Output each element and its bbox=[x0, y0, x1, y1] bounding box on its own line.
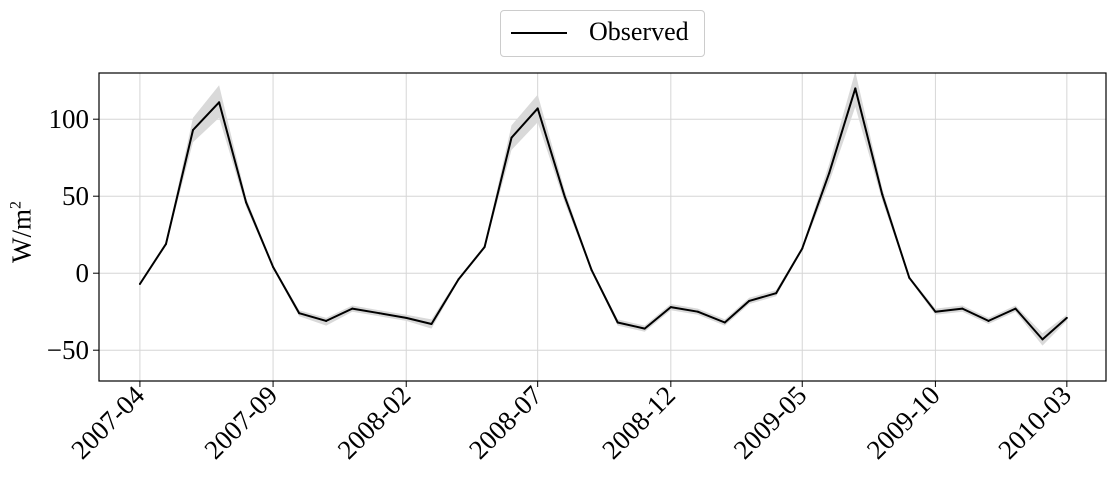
data-point bbox=[1014, 307, 1017, 310]
data-point bbox=[457, 278, 460, 281]
data-point bbox=[616, 321, 619, 324]
data-point bbox=[828, 172, 831, 175]
data-point bbox=[987, 319, 990, 322]
data-point bbox=[775, 292, 778, 295]
data-point bbox=[590, 269, 593, 272]
x-tick-label: 2009-10 bbox=[861, 380, 946, 465]
data-point bbox=[669, 306, 672, 309]
data-point bbox=[378, 312, 381, 315]
data-point bbox=[536, 107, 539, 110]
y-tick-label: 0 bbox=[76, 258, 90, 288]
y-tick-label: 50 bbox=[62, 181, 89, 211]
data-point bbox=[272, 266, 275, 269]
uncertainty-band bbox=[139, 71, 1067, 346]
data-point bbox=[218, 101, 221, 104]
data-point bbox=[563, 195, 566, 198]
data-point bbox=[351, 307, 354, 310]
y-axis-label-text: W/m bbox=[6, 209, 37, 263]
legend-line-swatch bbox=[511, 32, 567, 34]
plot-frame bbox=[98, 72, 1107, 382]
data-point bbox=[165, 242, 168, 245]
y-axis-label-superscript: 2 bbox=[7, 201, 25, 209]
grid-lines bbox=[99, 73, 1106, 381]
series-lines bbox=[138, 87, 1068, 341]
x-tick-label: 2010-03 bbox=[992, 380, 1077, 465]
x-tick-label: 2008-07 bbox=[463, 380, 548, 465]
data-point bbox=[696, 310, 699, 313]
data-point bbox=[298, 312, 301, 315]
data-point bbox=[430, 323, 433, 326]
x-tick-label: 2007-04 bbox=[65, 380, 150, 465]
data-point bbox=[801, 247, 804, 250]
data-point bbox=[325, 319, 328, 322]
data-point bbox=[191, 128, 194, 131]
data-point bbox=[934, 310, 937, 313]
data-point bbox=[138, 282, 141, 285]
x-tick-label: 2009-05 bbox=[728, 380, 813, 465]
legend-label-observed: Observed bbox=[589, 17, 689, 46]
data-point bbox=[723, 321, 726, 324]
y-axis: −50 0 50 100 bbox=[47, 104, 99, 365]
x-tick-label: 2007-09 bbox=[198, 380, 283, 465]
data-point bbox=[961, 307, 964, 310]
series-line-observed bbox=[139, 87, 1068, 341]
data-point bbox=[881, 193, 884, 196]
data-point bbox=[643, 327, 646, 330]
data-point bbox=[908, 276, 911, 279]
data-point bbox=[510, 136, 513, 139]
legend: Observed bbox=[500, 10, 705, 57]
y-axis-label: W/m2 bbox=[7, 201, 38, 263]
band-observed bbox=[139, 71, 1067, 346]
data-point bbox=[405, 316, 408, 319]
data-point bbox=[854, 87, 857, 90]
y-tick-label: 100 bbox=[49, 104, 90, 134]
data-point bbox=[483, 246, 486, 249]
x-tick-label: 2008-02 bbox=[332, 380, 417, 465]
x-axis: 2007-04 2007-09 2008-02 2008-07 2008-12 2009-… bbox=[65, 380, 1077, 465]
y-tick-label: −50 bbox=[47, 335, 89, 365]
x-tick-label: 2008-12 bbox=[596, 380, 681, 465]
data-point bbox=[1041, 338, 1044, 341]
data-point bbox=[245, 201, 248, 204]
data-point bbox=[748, 299, 751, 302]
data-point bbox=[1065, 316, 1068, 319]
